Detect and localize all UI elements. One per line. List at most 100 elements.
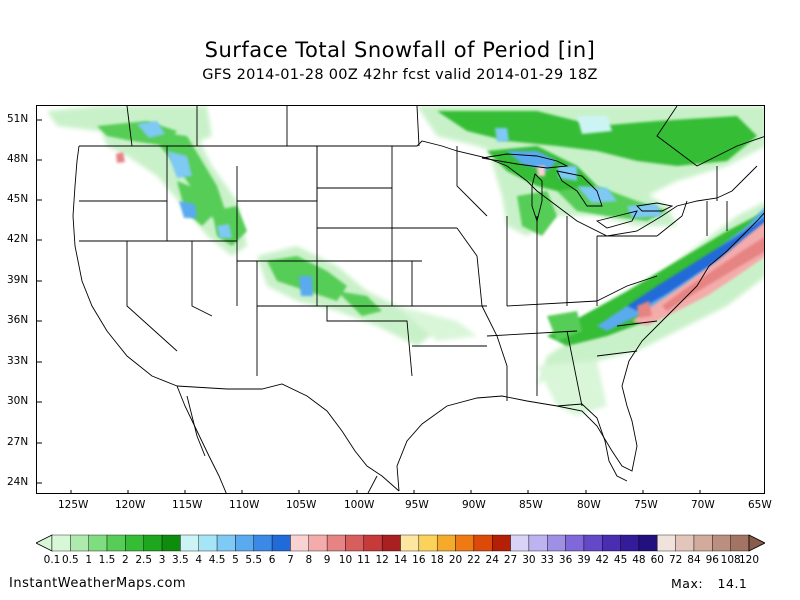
lat-label: 45N — [7, 193, 29, 205]
colorbar — [36, 534, 765, 552]
lon-label: 125W — [58, 499, 89, 511]
colorbar-left-arrow — [36, 534, 53, 552]
lon-label: 75W — [634, 499, 658, 511]
colorbar-label: 6 — [268, 554, 276, 566]
lon-label: 110W — [229, 499, 260, 511]
colorbar-segment — [602, 534, 621, 552]
colorbar-segment — [657, 534, 676, 552]
lon-label: 90W — [462, 499, 486, 511]
colorbar-segment — [400, 534, 420, 552]
colorbar-label: 2.5 — [135, 554, 153, 566]
lon-label: 120W — [115, 499, 146, 511]
colorbar-segment — [161, 534, 181, 552]
source-credit: InstantWeatherMaps.com — [9, 576, 187, 591]
colorbar-segment — [510, 534, 530, 552]
colorbar-label: 20 — [448, 554, 463, 566]
colorbar-label: 10 — [338, 554, 353, 566]
lon-label: 100W — [344, 499, 375, 511]
max-label: Max: — [671, 576, 704, 591]
colorbar-label: 14 — [393, 554, 408, 566]
colorbar-segment — [326, 534, 346, 552]
colorbar-label: 24 — [485, 554, 499, 566]
lat-label: 36N — [7, 314, 29, 326]
axis-ticks — [37, 119, 701, 493]
lat-label: 27N — [7, 436, 29, 448]
colorbar-segment — [473, 534, 493, 552]
colorbar-segment — [455, 534, 475, 552]
colorbar-label: 72 — [668, 554, 683, 566]
colorbar-segment — [216, 534, 236, 552]
colorbar-label: 3 — [158, 554, 166, 566]
colorbar-segment — [583, 534, 603, 552]
colorbar-label: 4 — [195, 554, 203, 566]
colorbar-label: 27 — [503, 554, 518, 566]
colorbar-segment — [106, 534, 126, 552]
lon-label: 105W — [286, 499, 317, 511]
colorbar-segment — [125, 534, 144, 552]
colorbar-label: 16 — [412, 554, 426, 566]
colorbar-segment — [198, 534, 218, 552]
colorbar-segment — [418, 534, 438, 552]
colorbar-label: 9 — [323, 554, 331, 566]
lat-label: 48N — [7, 153, 29, 165]
lon-label: 95W — [405, 499, 429, 511]
boundaries — [72, 106, 764, 493]
snow-pink — [116, 152, 764, 326]
colorbar-segment — [492, 534, 511, 552]
map-title: Surface Total Snowfall of Period [in] — [204, 38, 596, 62]
max-value-readout: Max: 14.1 — [671, 576, 747, 591]
colorbar-segment — [345, 534, 365, 552]
snowfall-map — [36, 105, 765, 494]
colorbar-segment — [675, 534, 695, 552]
lat-label: 39N — [7, 274, 29, 286]
colorbar-label: 7 — [287, 554, 294, 566]
lat-label: 42N — [7, 233, 29, 245]
colorbar-segment — [253, 534, 273, 552]
lat-label: 33N — [7, 355, 29, 367]
colorbar-segment — [547, 534, 566, 552]
colorbar-segment — [308, 534, 328, 552]
colorbar-segment — [70, 534, 89, 552]
lon-label: 115W — [172, 499, 203, 511]
colorbar-label: 5.5 — [245, 554, 263, 566]
colorbar-label: 12 — [375, 554, 389, 566]
colorbar-right-arrow — [748, 534, 765, 552]
colorbar-segment — [143, 534, 163, 552]
colorbar-segment — [638, 534, 658, 552]
colorbar-label: 96 — [705, 554, 719, 566]
colorbar-label: 0.1 — [43, 554, 61, 566]
colorbar-label: 18 — [430, 554, 444, 566]
colorbar-label: 60 — [650, 554, 664, 566]
colorbar-segment — [180, 534, 199, 552]
colorbar-label: 42 — [595, 554, 609, 566]
colorbar-label: 11 — [357, 554, 371, 566]
colorbar-segment — [235, 534, 254, 552]
lon-label: 80W — [577, 499, 601, 511]
colorbar-label: 0.5 — [61, 554, 79, 566]
colorbar-label: 3.5 — [172, 554, 189, 566]
colorbar-segment — [381, 534, 401, 552]
lon-label: 85W — [519, 499, 543, 511]
colorbar-segment — [271, 534, 291, 552]
colorbar-label: 45 — [613, 554, 628, 566]
colorbar-segment — [620, 534, 640, 552]
lat-label: 24N — [7, 476, 29, 488]
colorbar-label: 48 — [632, 554, 646, 566]
colorbar-label: 8 — [305, 554, 313, 566]
lat-label: 51N — [7, 113, 29, 125]
colorbar-segment — [51, 534, 71, 552]
colorbar-label: 4.5 — [208, 554, 226, 566]
colorbar-segment — [712, 534, 731, 552]
max-value: 14.1 — [717, 576, 748, 591]
colorbar-label: 5 — [232, 554, 239, 566]
colorbar-segment — [693, 534, 713, 552]
colorbar-segment — [88, 534, 108, 552]
lon-label: 65W — [748, 499, 772, 511]
colorbar-label: 30 — [522, 554, 536, 566]
colorbar-label: 33 — [540, 554, 554, 566]
colorbar-label: 39 — [577, 554, 591, 566]
colorbar-segment — [730, 534, 750, 552]
colorbar-label: 84 — [687, 554, 701, 566]
colorbar-label: 1 — [85, 554, 93, 566]
colorbar-segment — [290, 534, 309, 552]
